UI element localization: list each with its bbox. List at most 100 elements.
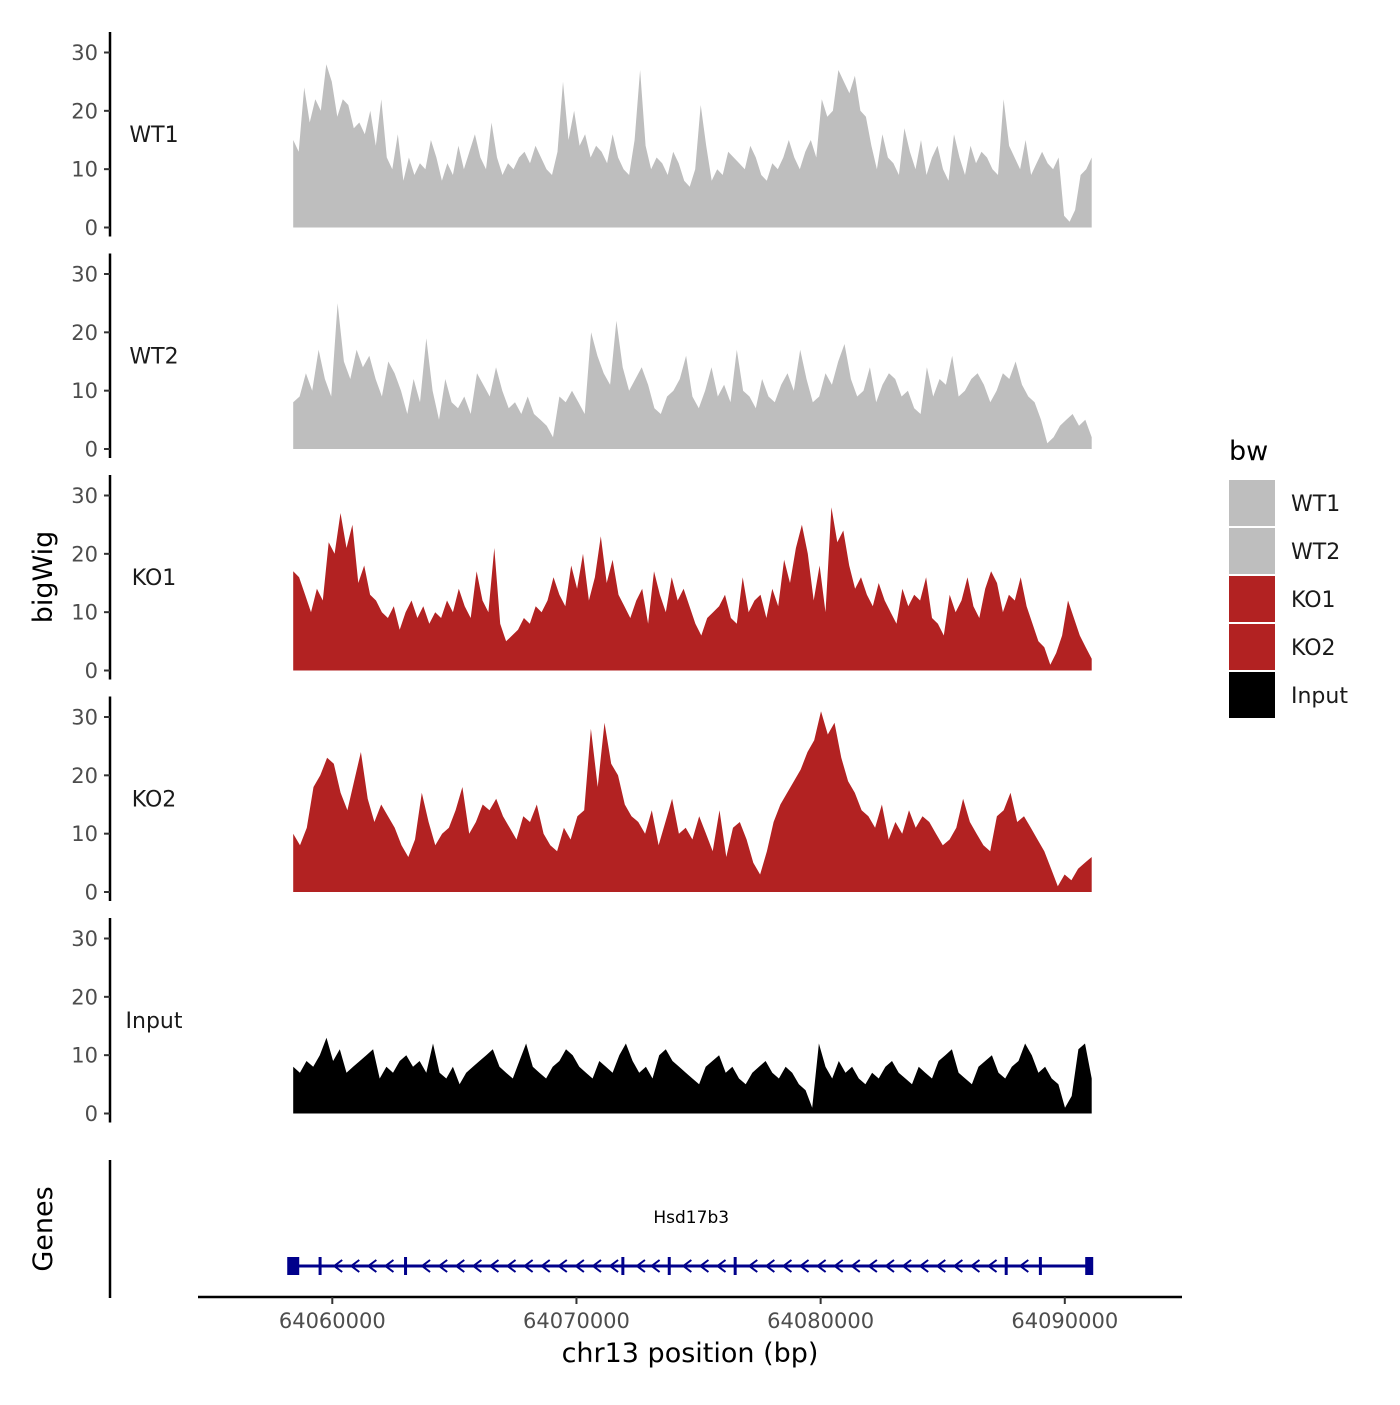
x-tick-label: 64060000 bbox=[279, 1309, 386, 1333]
gene-exon bbox=[1038, 1257, 1042, 1275]
strand-arrow bbox=[867, 1259, 878, 1273]
y-tick-label: 30 bbox=[71, 706, 98, 730]
strand-arrow bbox=[366, 1259, 377, 1273]
track-input: 0 10 20 30 Input bbox=[71, 918, 1092, 1126]
track-label: WT1 bbox=[129, 123, 178, 148]
track-label: WT2 bbox=[129, 345, 178, 370]
x-tick-label: 64080000 bbox=[767, 1309, 874, 1333]
strand-arrow bbox=[833, 1259, 844, 1273]
y-tick-label: 10 bbox=[71, 601, 98, 625]
strand-arrow bbox=[901, 1259, 912, 1273]
strand-arrow bbox=[649, 1259, 661, 1273]
area-wt1 bbox=[293, 64, 1092, 228]
strand-arrow bbox=[591, 1259, 602, 1273]
y-tick-label: 30 bbox=[71, 484, 98, 508]
y-tick-label: 0 bbox=[85, 1102, 98, 1126]
x-tick-label: 64090000 bbox=[1011, 1309, 1118, 1333]
gene-exon bbox=[733, 1257, 737, 1275]
strand-arrow bbox=[747, 1259, 758, 1273]
gene-exon bbox=[404, 1257, 408, 1275]
gene-exon bbox=[1004, 1257, 1008, 1275]
strand-arrow bbox=[715, 1259, 727, 1273]
strand-arrow bbox=[505, 1259, 517, 1273]
area-ko2 bbox=[293, 711, 1092, 892]
strand-arrow bbox=[781, 1259, 793, 1273]
y-tick-label: 0 bbox=[85, 216, 98, 240]
area-wt2 bbox=[293, 303, 1092, 449]
y-tick-label: 0 bbox=[85, 881, 98, 905]
x-tick-label: 64070000 bbox=[523, 1309, 630, 1333]
y-tick-label: 10 bbox=[71, 158, 98, 182]
strand-arrow bbox=[574, 1259, 585, 1273]
track-label: Input bbox=[126, 1009, 183, 1034]
track-label: KO1 bbox=[132, 566, 177, 591]
track-wt1: 0 10 20 30 WT1 bbox=[71, 32, 1092, 240]
legend-key-ko1 bbox=[1229, 576, 1275, 622]
track-ko2: 0 10 20 30 KO2 bbox=[71, 696, 1092, 905]
strand-arrow bbox=[798, 1259, 810, 1273]
legend-label-ko2: KO2 bbox=[1291, 636, 1336, 661]
y-tick-label: 30 bbox=[71, 927, 98, 951]
gene-exon bbox=[294, 1257, 298, 1275]
y-tick-label: 30 bbox=[71, 263, 98, 287]
gene-exon bbox=[621, 1257, 625, 1275]
strand-arrow bbox=[935, 1259, 946, 1273]
y-tick-label: 10 bbox=[71, 1044, 98, 1068]
strand-arrow bbox=[383, 1259, 395, 1273]
legend-label-ko1: KO1 bbox=[1291, 588, 1336, 613]
legend-title: bw bbox=[1229, 436, 1268, 467]
genes-axis-title: Genes bbox=[28, 1186, 59, 1271]
y-tick-label: 0 bbox=[85, 659, 98, 683]
legend-label-wt2: WT2 bbox=[1291, 540, 1340, 565]
y-tick-label: 10 bbox=[71, 822, 98, 846]
strand-arrow bbox=[764, 1259, 775, 1273]
strand-arrow bbox=[349, 1259, 360, 1273]
gene-track: Hsd17b3 bbox=[108, 1160, 1094, 1298]
legend-key-ko2 bbox=[1229, 624, 1275, 670]
y-axis-title: bigWig bbox=[28, 531, 59, 624]
gene-exon-start bbox=[287, 1257, 300, 1275]
strand-arrow bbox=[635, 1259, 646, 1273]
x-axis: 64060000 64070000 64080000 64090000 bbox=[198, 1295, 1182, 1333]
track-wt2: 0 10 20 30 WT2 bbox=[71, 253, 1092, 462]
strand-arrow bbox=[681, 1259, 692, 1273]
track-label: KO2 bbox=[132, 788, 177, 813]
strand-arrow bbox=[986, 1259, 998, 1273]
legend-key-input bbox=[1229, 672, 1275, 718]
strand-arrow bbox=[850, 1259, 861, 1273]
strand-arrow bbox=[918, 1259, 929, 1273]
gene-exon-end bbox=[1085, 1257, 1094, 1275]
strand-arrow bbox=[608, 1259, 619, 1273]
strand-arrow bbox=[471, 1259, 482, 1273]
y-tick-label: 20 bbox=[71, 99, 98, 123]
legend: bw WT1 WT2 KO1 KO2 Input bbox=[1229, 436, 1348, 718]
gene-exon bbox=[667, 1257, 671, 1275]
area-input bbox=[293, 1037, 1092, 1114]
strand-arrow bbox=[884, 1259, 895, 1273]
strand-arrow bbox=[969, 1259, 981, 1273]
gene-label: Hsd17b3 bbox=[653, 1208, 729, 1228]
legend-label-wt1: WT1 bbox=[1291, 492, 1340, 517]
strand-arrow bbox=[557, 1259, 568, 1273]
y-tick-label: 10 bbox=[71, 379, 98, 403]
track-ko1: 0 10 20 30 KO1 bbox=[71, 475, 1092, 683]
y-tick-label: 20 bbox=[71, 321, 98, 345]
strand-arrow bbox=[698, 1259, 710, 1273]
strand-arrow bbox=[420, 1259, 431, 1273]
signal-tracks: 0 10 20 30 WT1 0 10 20 30 WT2 0 10 20 30 KO1 0 10 20 30 KO2… bbox=[71, 32, 1092, 1126]
y-tick-label: 20 bbox=[71, 764, 98, 788]
strand-arrow bbox=[488, 1259, 500, 1273]
strand-arrow bbox=[332, 1259, 343, 1273]
strand-arrow bbox=[815, 1259, 827, 1273]
strand-arrow bbox=[952, 1259, 963, 1273]
y-tick-label: 0 bbox=[85, 438, 98, 462]
strand-arrow bbox=[437, 1259, 448, 1273]
strand-arrow bbox=[1018, 1259, 1029, 1273]
legend-key-wt1 bbox=[1229, 480, 1275, 526]
strand-arrow bbox=[454, 1259, 465, 1273]
legend-label-input: Input bbox=[1291, 684, 1348, 709]
y-tick-label: 30 bbox=[71, 41, 98, 65]
strand-arrow bbox=[522, 1259, 534, 1273]
